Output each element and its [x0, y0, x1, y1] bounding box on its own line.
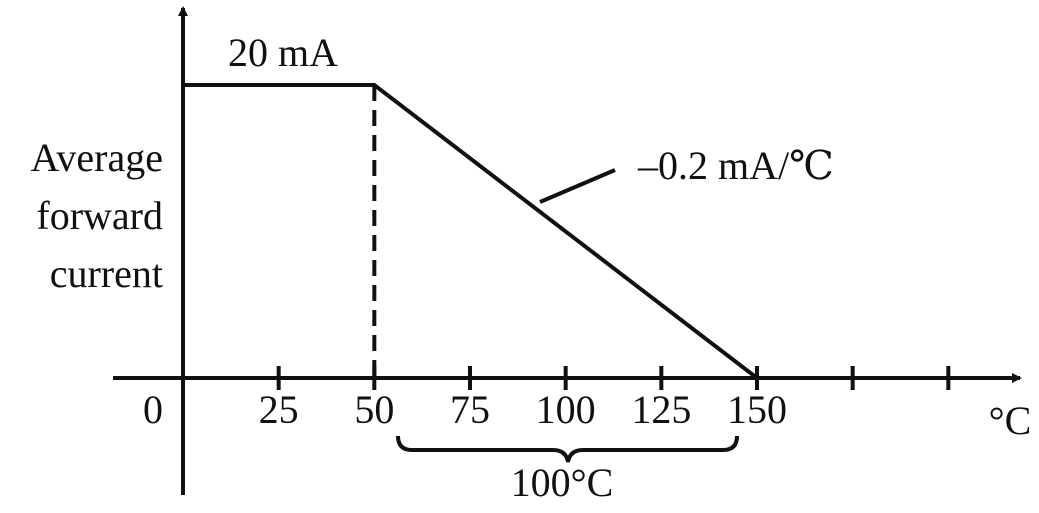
annotation: 20 mA — [228, 30, 338, 75]
x-tick-label: 125 — [631, 387, 691, 432]
x-tick-label: 75 — [450, 387, 490, 432]
x-axis-label: °C — [989, 398, 1032, 443]
y-axis-label: current — [50, 251, 163, 296]
x-tick-label: 100 — [536, 387, 596, 432]
y-axis-label: forward — [36, 193, 163, 238]
leader-line — [539, 168, 616, 204]
x-tick-label: 150 — [727, 387, 787, 432]
brace — [396, 435, 739, 463]
x-tick-label: 25 — [259, 387, 299, 432]
annotation: –0.2 mA/℃ — [637, 143, 834, 188]
annotation: 100°C — [511, 460, 614, 505]
y-axis-label: Average — [31, 135, 164, 180]
x-tick-label: 0 — [143, 387, 163, 432]
series-line — [183, 83, 759, 380]
x-tick-label: 50 — [354, 387, 394, 432]
